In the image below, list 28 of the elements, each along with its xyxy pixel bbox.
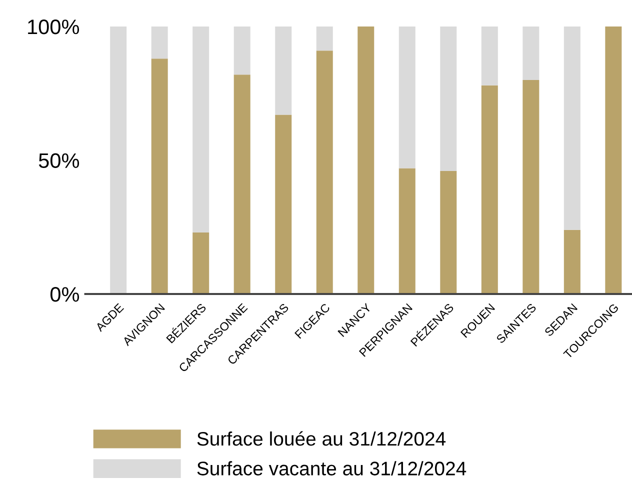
bar — [275, 114, 292, 294]
bar — [564, 230, 580, 294]
bar — [192, 232, 210, 294]
bar — [440, 26, 457, 171]
bar — [234, 74, 250, 294]
bar — [440, 170, 457, 294]
bar — [522, 26, 540, 80]
bar — [398, 26, 416, 168]
bar — [151, 58, 168, 294]
y-tick-label: 100% — [28, 20, 80, 34]
bar — [481, 26, 498, 86]
bar — [316, 50, 333, 294]
y-tick-label: 50% — [38, 153, 80, 168]
legend-label: Surface vacante au 31/12/2024 — [197, 461, 466, 476]
y-tick-label: 0% — [50, 287, 80, 302]
bar — [110, 26, 127, 294]
bar — [151, 26, 168, 59]
bar — [358, 26, 374, 294]
bar — [234, 26, 250, 75]
bar — [481, 85, 498, 294]
legend-label: Surface louée au 31/12/2024 — [197, 431, 446, 446]
bar — [275, 26, 292, 115]
bar — [316, 26, 333, 51]
bar — [522, 80, 540, 294]
bar — [605, 26, 622, 294]
bar — [192, 26, 210, 232]
bar — [564, 26, 580, 230]
bar — [398, 168, 416, 294]
